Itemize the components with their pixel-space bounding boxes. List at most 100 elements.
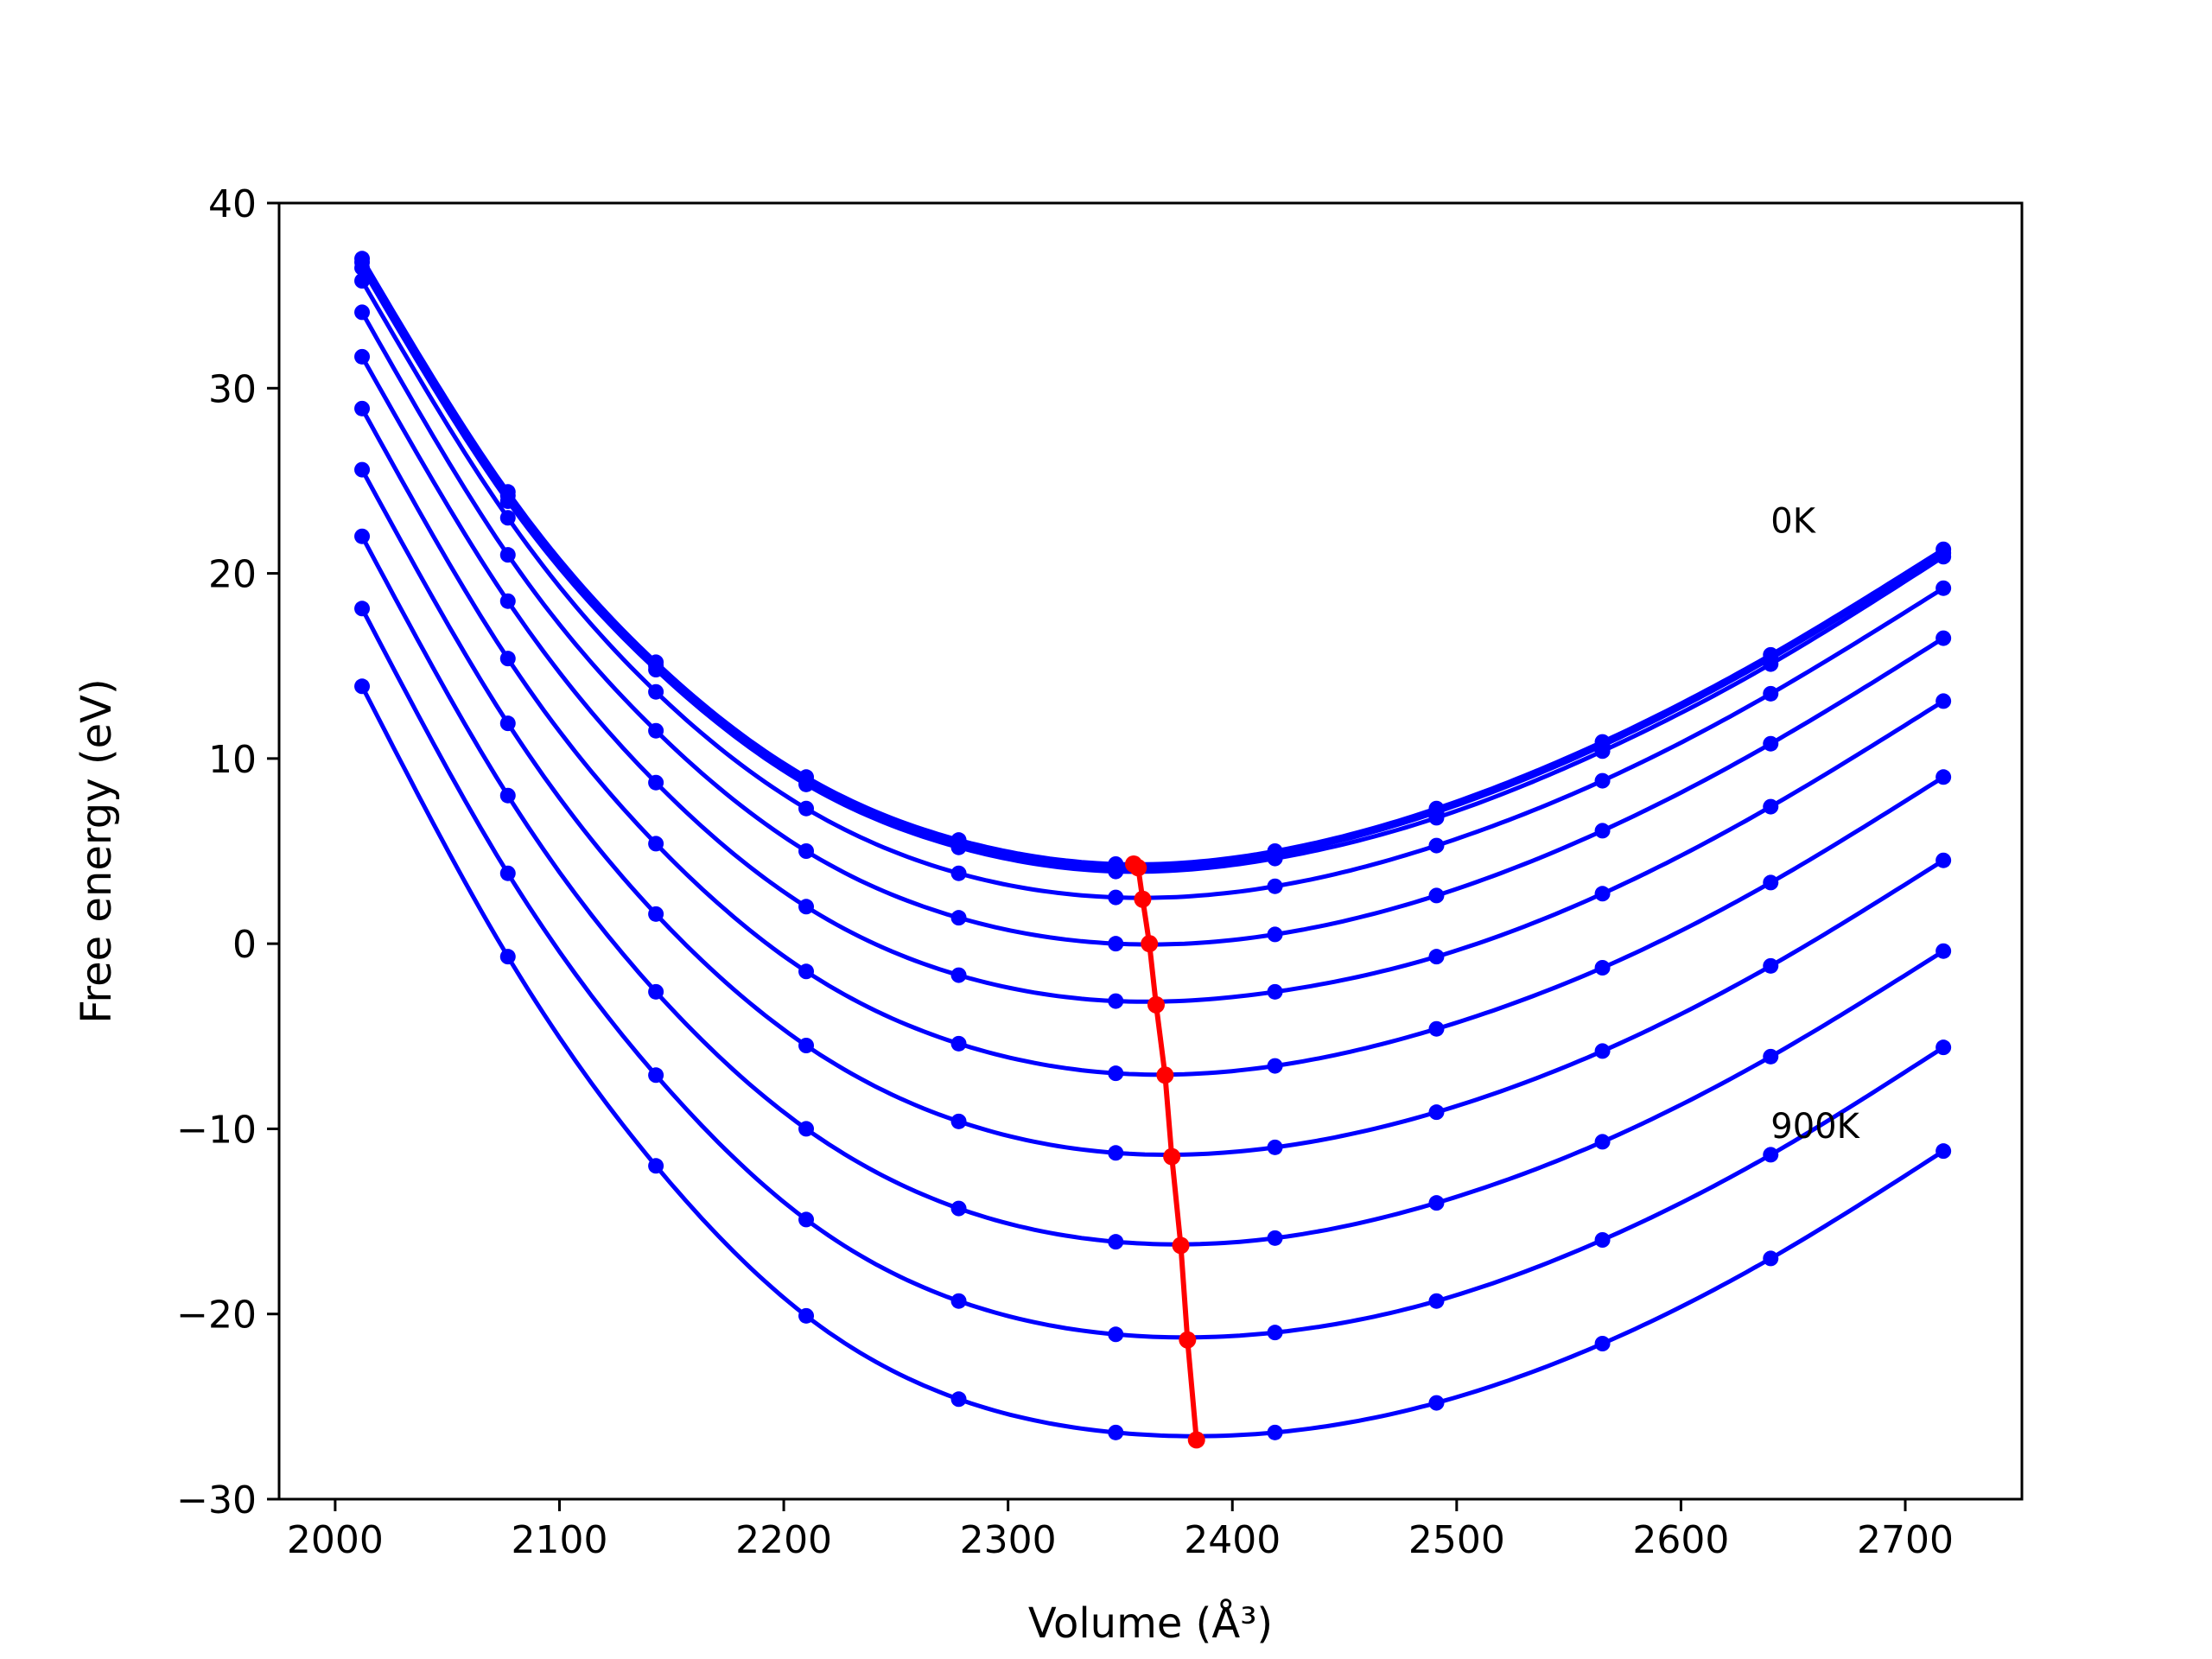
isotherm-point — [354, 400, 371, 416]
annotations: 0K 900K — [1770, 501, 1860, 1147]
isotherm-point — [1267, 1058, 1283, 1074]
isotherm-point — [354, 260, 371, 276]
isotherm-point — [798, 843, 815, 859]
isotherm-point — [1108, 993, 1124, 1009]
isotherm-point — [648, 836, 664, 852]
isotherm-curve-2 — [359, 266, 1945, 874]
isotherm-point — [1594, 1134, 1611, 1150]
isotherm-curve-0 — [359, 257, 1945, 867]
x-tick-label: 2600 — [1632, 1518, 1729, 1562]
x-axis-ticks: 2000 2100 2200 2300 2400 2500 2600 2700 — [287, 1499, 1954, 1562]
isotherm-point — [1594, 960, 1611, 976]
isotherm-point — [1428, 887, 1445, 904]
isotherm-point — [1763, 685, 1779, 702]
annotation-0k: 0K — [1770, 501, 1816, 541]
isotherm-point — [1936, 769, 1952, 785]
minimum-path-point — [1141, 935, 1159, 953]
isotherm-point — [648, 1158, 664, 1174]
isotherm-point — [798, 1121, 815, 1137]
isotherm-point — [499, 949, 516, 965]
isotherm-point — [499, 493, 516, 509]
y-axis-ticks: −30 −20 −10 0 10 20 30 40 — [176, 182, 279, 1522]
isotherm-point — [950, 839, 967, 855]
minimum-path-line — [1132, 861, 1199, 1440]
y-tick-label: −20 — [176, 1294, 257, 1338]
isotherm-curve-7 — [359, 468, 1945, 1158]
minimum-path-point — [1187, 1431, 1205, 1449]
y-tick-label: 10 — [208, 738, 257, 782]
isotherm-point — [1594, 1336, 1611, 1351]
isotherm-point — [1108, 1326, 1124, 1343]
isotherm-point — [1763, 1250, 1779, 1267]
isotherm-point — [499, 510, 516, 526]
x-tick-label: 2500 — [1408, 1518, 1505, 1562]
minimum-path-point — [1172, 1236, 1190, 1255]
isotherm-point — [1428, 1395, 1445, 1411]
isotherm-point — [1428, 1104, 1445, 1121]
isotherm-point — [950, 865, 967, 881]
isotherm-point — [1763, 874, 1779, 891]
isotherm-point — [950, 967, 967, 983]
isotherm-point — [1594, 1232, 1611, 1248]
isotherm-point — [648, 774, 664, 791]
isotherm-point — [1936, 852, 1952, 868]
isotherm-point — [798, 800, 815, 817]
isotherm-point — [354, 273, 371, 289]
isotherm-point — [1763, 798, 1779, 815]
isotherm-point — [798, 776, 815, 792]
isotherm-curve-3 — [359, 279, 1945, 900]
isotherm-point — [499, 787, 516, 804]
y-tick-label: −30 — [176, 1478, 257, 1522]
isotherm-point — [648, 983, 664, 1000]
isotherm-point — [1594, 743, 1611, 760]
isotherm-point — [950, 1200, 967, 1217]
isotherm-point — [1108, 863, 1124, 880]
isotherm-curve-10 — [359, 685, 1945, 1439]
x-axis-label: Volume (Å³) — [1028, 1599, 1273, 1648]
plot-frame — [277, 201, 2024, 1501]
y-tick-label: 20 — [208, 553, 257, 597]
isotherm-point — [1763, 957, 1779, 974]
isotherm-point — [950, 910, 967, 926]
isotherm-point — [1108, 889, 1124, 906]
isotherm-point — [1936, 943, 1952, 959]
isotherm-point — [499, 593, 516, 609]
isotherm-point — [1936, 1039, 1952, 1056]
isotherm-point — [1936, 549, 1952, 565]
isotherm-point — [1428, 1293, 1445, 1309]
minimum-path-point — [1179, 1331, 1197, 1349]
minimum-path-point — [1156, 1066, 1174, 1084]
x-tick-label: 2200 — [735, 1518, 832, 1562]
isotherm-point — [1108, 1234, 1124, 1250]
isotherm-point — [1108, 1145, 1124, 1161]
isotherm-point — [1267, 1325, 1283, 1341]
isotherm-point — [499, 651, 516, 667]
isotherm-curve-6 — [359, 407, 1945, 1077]
y-tick-label: 40 — [208, 182, 257, 226]
isotherm-point — [354, 348, 371, 365]
isotherm-point — [1108, 936, 1124, 952]
isotherm-point — [354, 304, 371, 321]
isotherm-point — [499, 715, 516, 732]
isotherm-point — [798, 963, 815, 980]
isotherm-point — [1594, 886, 1611, 902]
isotherm-point — [648, 683, 664, 700]
isotherm-point — [499, 865, 516, 881]
isotherm-point — [1108, 1065, 1124, 1082]
isotherm-point — [1428, 1020, 1445, 1037]
isotherm-point — [950, 1293, 967, 1309]
isotherm-point — [1936, 1143, 1952, 1160]
isotherm-point — [1428, 949, 1445, 965]
isotherm-point — [1267, 850, 1283, 867]
y-tick-label: −10 — [176, 1108, 257, 1152]
isotherm-point — [950, 1391, 967, 1408]
isotherm-point — [798, 1307, 815, 1324]
isotherm-point — [1594, 772, 1611, 789]
x-tick-label: 2400 — [1184, 1518, 1281, 1562]
isotherm-point — [1428, 1195, 1445, 1211]
y-axis-label: Free energy (eV) — [73, 678, 121, 1023]
isotherm-point — [1936, 693, 1952, 709]
isotherm-point — [354, 678, 371, 695]
isotherm-point — [1428, 837, 1445, 854]
